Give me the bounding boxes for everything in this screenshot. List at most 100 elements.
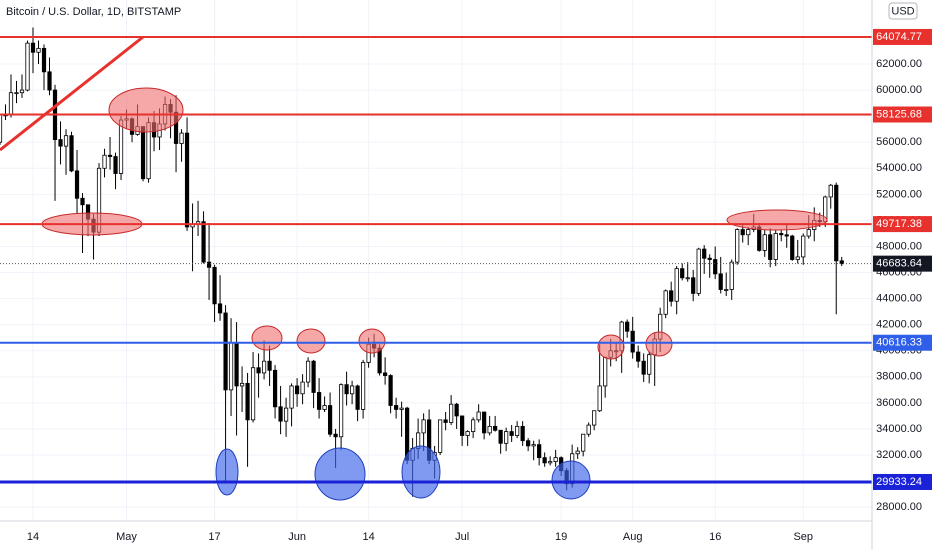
candle-body: [520, 425, 525, 442]
candle-body: [839, 260, 844, 265]
x-tick-label: Jun: [288, 531, 306, 543]
candle-body: [25, 42, 30, 91]
highlight-ellipse: [401, 445, 441, 499]
level-label: 64074.77: [876, 31, 922, 43]
y-tick-label: 38000.00: [876, 371, 922, 383]
highlight-ellipse: [597, 334, 625, 360]
candle-body: [63, 135, 69, 147]
candle-body: [663, 290, 668, 315]
candle-body: [344, 384, 349, 395]
candle-body: [333, 433, 338, 438]
candle-body: [102, 154, 107, 169]
candle-body: [47, 71, 52, 91]
candle-body: [58, 139, 63, 147]
x-tick-label: 16: [709, 531, 721, 543]
x-tick-label: 19: [555, 531, 567, 543]
candle-body: [795, 256, 800, 260]
candle-body: [399, 407, 404, 410]
level-label-bg: [873, 334, 932, 351]
candle-body: [14, 92, 19, 95]
chart-title: Bitcoin / U.S. Dollar, 1D, BITSTAMP: [6, 6, 181, 18]
candle-body: [493, 425, 498, 431]
candle-body: [806, 229, 811, 237]
candle-body: [790, 235, 795, 260]
candle-body: [460, 415, 465, 436]
candle-body: [36, 47, 41, 53]
currency-badge[interactable]: [888, 2, 918, 20]
candle-body: [74, 170, 80, 199]
candle-body: [553, 457, 558, 462]
candle-body: [603, 356, 608, 387]
highlight-ellipse: [251, 325, 283, 351]
candle-body: [250, 367, 256, 421]
candle-body: [542, 457, 547, 464]
candle-body: [421, 419, 426, 434]
candle-body: [575, 450, 580, 455]
candle-body: [234, 342, 239, 387]
candle-body: [107, 154, 113, 157]
y-tick-label: 52000.00: [876, 188, 922, 200]
candle-body: [454, 403, 459, 417]
candle-body: [394, 405, 399, 410]
candle-body: [438, 419, 443, 453]
candle-body: [239, 382, 245, 387]
candle-body: [504, 431, 509, 444]
level-label-bg: [873, 28, 932, 45]
candle-body: [487, 425, 492, 434]
candle-body: [80, 197, 85, 206]
candle-body: [272, 369, 278, 408]
candle-body: [669, 290, 674, 302]
y-tick-label: 60000.00: [876, 84, 922, 96]
candle-body: [746, 229, 751, 236]
candle-body: [757, 226, 762, 251]
candle-body: [773, 233, 778, 260]
candle-body: [713, 259, 718, 275]
candle-body: [30, 42, 36, 53]
candle-body: [179, 132, 184, 144]
candle-body: [201, 221, 206, 263]
candle-body: [217, 303, 223, 314]
currency-label[interactable]: USD: [891, 5, 914, 17]
x-tick-label: Aug: [623, 531, 643, 543]
candle-body: [338, 384, 344, 438]
candle-body: [537, 444, 542, 459]
candle-body: [515, 425, 520, 436]
candle-body: [641, 360, 646, 375]
candle-body: [729, 261, 734, 290]
candle-body: [316, 392, 322, 410]
level-label: 40616.33: [876, 337, 922, 349]
candle-body: [294, 385, 300, 395]
candle-body: [597, 385, 602, 412]
x-tick-label: 17: [208, 531, 220, 543]
highlight-ellipse: [314, 447, 366, 501]
level-label-bg: [873, 216, 932, 233]
candle-body: [740, 229, 745, 236]
grid: [0, 0, 872, 521]
candle-body: [228, 342, 234, 391]
last-price-label-bg: [873, 255, 932, 272]
x-tick-label: Jul: [455, 531, 469, 543]
candle-body: [762, 234, 767, 251]
y-tick-label: 56000.00: [876, 136, 922, 148]
candle-body: [41, 47, 47, 73]
candle-body: [581, 433, 586, 452]
candle-body: [768, 234, 773, 260]
candle-body: [834, 184, 839, 262]
y-tick-label: 42000.00: [876, 319, 922, 331]
candle-body: [69, 135, 74, 172]
candle-body: [702, 248, 707, 259]
candle-body: [311, 360, 316, 393]
candle-body: [680, 268, 685, 279]
candle-body: [691, 277, 696, 294]
last-price-label: 46683.64: [876, 258, 922, 270]
candle-body: [718, 273, 723, 290]
candle-body: [322, 405, 327, 410]
candle-body: [630, 330, 635, 353]
candle-body: [685, 277, 690, 280]
candle-body: [327, 405, 333, 435]
y-tick-label: 36000.00: [876, 397, 922, 409]
candle-body: [289, 385, 294, 409]
y-tick-label: 62000.00: [876, 58, 922, 70]
